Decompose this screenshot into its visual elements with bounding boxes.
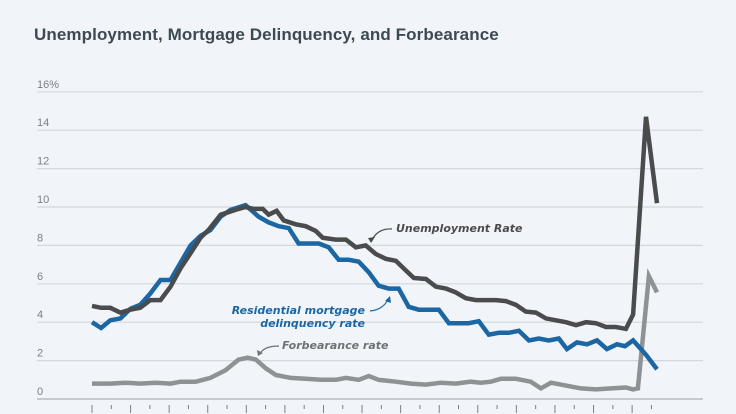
annotation-unemployment-rate: Unemployment Rate — [396, 222, 523, 235]
y-tick-label: 4 — [37, 309, 43, 321]
annotations: Unemployment Rate Residential mortgage d… — [232, 222, 523, 356]
y-tick-label: 16% — [37, 79, 59, 91]
unemployment-rate-line — [91, 116, 660, 332]
y-tick-label: 2 — [37, 348, 43, 360]
y-tick-label: 6 — [37, 271, 43, 283]
arrowhead-unemployment — [368, 237, 375, 243]
y-tick-label: 12 — [37, 156, 49, 168]
y-tick-label: 14 — [37, 117, 49, 129]
series-lines — [90, 116, 660, 392]
x-axis — [91, 405, 652, 413]
annotation-forbearance-rate: Forbearance rate — [282, 339, 389, 352]
residential-mortgage-delinquency-rate-line — [90, 202, 659, 371]
y-tick-label: 10 — [37, 194, 49, 206]
annotation-arrow-unemployment — [371, 228, 393, 241]
annotation-arrow-forbearance — [260, 345, 280, 353]
annotation-delinquency-line1: Residential mortgage — [232, 304, 366, 317]
arrowhead-forbearance — [257, 350, 263, 356]
arrowhead-delinquency — [385, 296, 391, 303]
chart-title: Unemployment, Mortgage Delinquency, and … — [34, 25, 499, 44]
y-axis-tick-labels: 0 2 4 6 8 10 12 14 16% — [37, 79, 59, 398]
y-tick-label: 0 — [37, 386, 43, 398]
forbearance-rate-line — [92, 268, 660, 392]
y-tick-label: 8 — [37, 232, 43, 244]
gridlines — [37, 91, 703, 400]
annotation-arrow-delinquency — [369, 299, 389, 312]
annotation-delinquency-line2: delinquency rate — [260, 317, 365, 330]
